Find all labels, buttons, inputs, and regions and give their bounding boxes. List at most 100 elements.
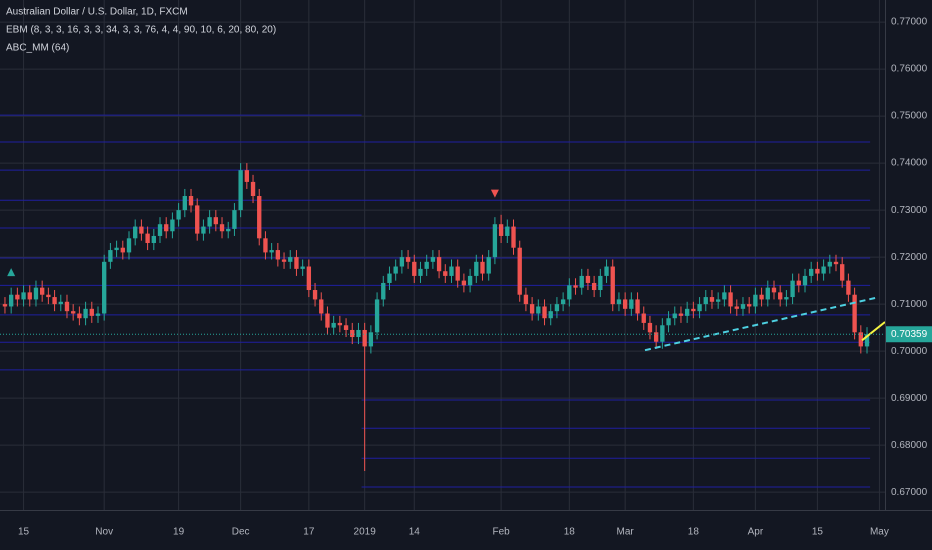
candle-body (840, 264, 845, 281)
candle-body (257, 196, 262, 239)
candle-body (771, 287, 777, 293)
x-tick-label: 17 (303, 527, 315, 538)
candle-body (498, 224, 504, 236)
candle-body (647, 322, 653, 333)
candle-body (734, 306, 739, 309)
candle-body (846, 280, 851, 295)
x-tick-label: Mar (617, 527, 635, 538)
candle-body (443, 271, 448, 276)
candle-body (120, 247, 125, 253)
candle-body (188, 196, 194, 206)
candle-body (170, 219, 175, 232)
candle-body (740, 304, 746, 309)
candle-body (2, 304, 8, 307)
candle-body (536, 306, 541, 314)
candle-body (796, 280, 801, 286)
candle-body (436, 257, 442, 272)
y-tick-label: 0.71000 (891, 299, 928, 310)
candle-body (492, 224, 498, 258)
candle-body (176, 210, 181, 220)
candle-body (821, 266, 826, 274)
candle-body (424, 261, 429, 269)
candle-body (833, 261, 839, 265)
candle-body (480, 261, 485, 274)
candle-body (405, 257, 411, 262)
candle-body (145, 233, 150, 244)
candle-body (598, 275, 603, 291)
candle-body (430, 257, 436, 262)
candle-body (244, 170, 250, 182)
candle-body (827, 261, 832, 267)
axes: 0.67000 0.68000 0.69000 0.70000 0.71000 0.720… (18, 17, 932, 538)
candle-body (554, 304, 560, 312)
candle-body (288, 257, 293, 262)
candle-body (678, 313, 684, 316)
candle-body (616, 299, 622, 305)
candle-body (157, 224, 163, 236)
candle-body (374, 299, 380, 333)
candle-body (83, 308, 88, 319)
candle-body (629, 299, 634, 309)
candle-body (393, 266, 398, 274)
candle-body (523, 294, 529, 305)
candle-body (368, 332, 374, 347)
candle-body (300, 266, 305, 269)
candle-body (40, 287, 45, 295)
candle-body (573, 285, 578, 288)
candle-body (467, 275, 473, 286)
candle-body (27, 292, 32, 300)
candle-body (610, 266, 615, 305)
candle-body (52, 297, 57, 305)
candle-body (399, 257, 405, 267)
x-tick-label: Apr (748, 527, 764, 538)
candle-body (778, 292, 783, 300)
candle-body (529, 304, 535, 314)
signal-arrow (7, 268, 16, 277)
candle-body (635, 299, 640, 314)
candle-body (560, 299, 566, 305)
chart-title: Australian Dollar / U.S. Dollar, 1D, FXC… (6, 7, 188, 18)
last-price-box (886, 326, 932, 343)
candle-body (213, 217, 218, 225)
candle-body (684, 308, 690, 316)
candle-body (449, 266, 454, 276)
candle-body (102, 261, 107, 314)
candle-body (660, 325, 665, 342)
candle-body (219, 224, 225, 232)
candle-body (306, 266, 312, 291)
candle-body (356, 329, 361, 338)
x-tick-label: 14 (409, 527, 421, 538)
candle-body (852, 294, 857, 333)
candle-body (759, 294, 764, 300)
candle-body (238, 170, 243, 211)
candle-body (728, 292, 733, 307)
candle-body (591, 282, 597, 291)
candle-body (802, 275, 808, 286)
candle-body (815, 268, 820, 274)
candle-body (164, 224, 169, 232)
y-tick-label: 0.74000 (891, 158, 928, 169)
x-tick-label: 15 (812, 527, 824, 538)
candle-body (784, 297, 789, 300)
candle-body (381, 282, 386, 300)
candle-body (511, 226, 516, 248)
x-tick-label: Dec (232, 527, 250, 538)
candle-body (858, 332, 863, 347)
y-tick-label: 0.68000 (891, 440, 928, 451)
candle-body (567, 285, 572, 300)
candle-body (350, 329, 355, 338)
candle-body (71, 311, 76, 314)
indicator-label: ABC_MM (64) (6, 43, 69, 54)
y-tick-label: 0.70000 (891, 346, 928, 357)
candle-body (641, 313, 646, 323)
candle-body (517, 247, 522, 295)
candle-body (387, 273, 392, 283)
candle-body (21, 292, 26, 300)
candle-body (269, 250, 274, 253)
candle-body (201, 226, 206, 234)
candle-body (133, 226, 138, 239)
candle-body (716, 299, 721, 302)
candle-body (722, 292, 727, 300)
candle-body (864, 334, 870, 347)
candle-body (709, 297, 715, 302)
